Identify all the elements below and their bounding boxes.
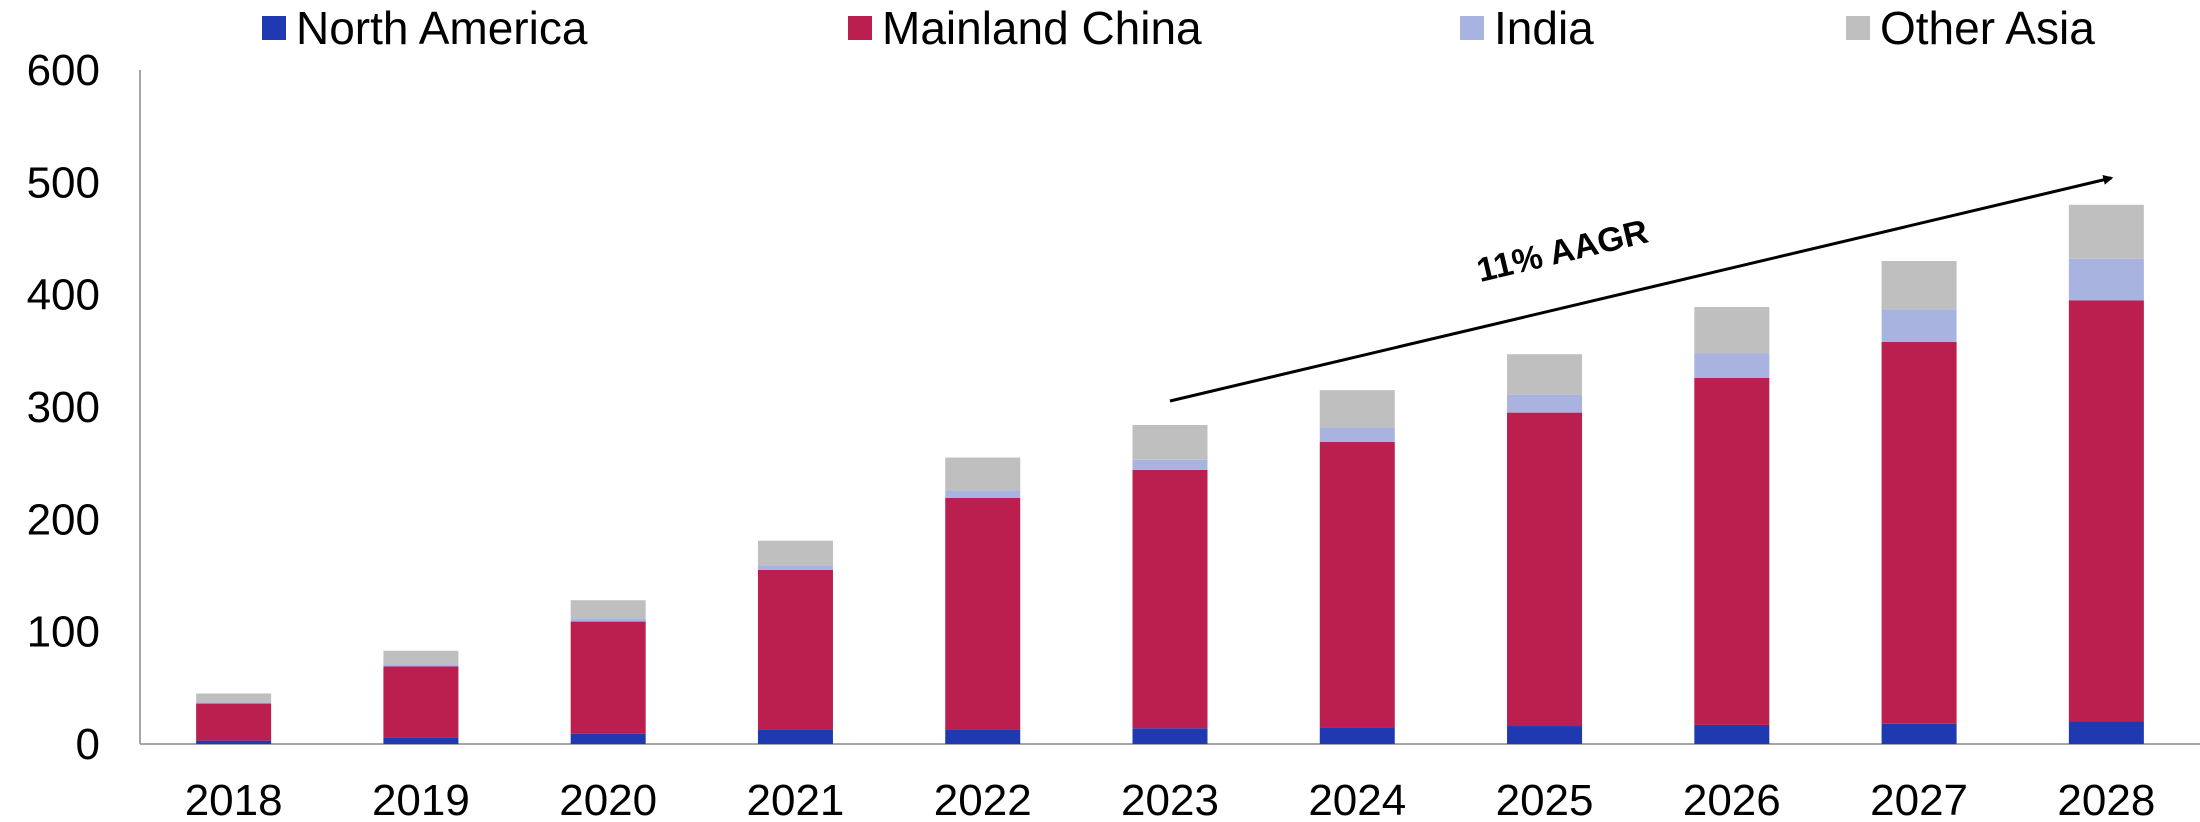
legend-label: North America xyxy=(296,2,588,54)
bar-segment xyxy=(1881,309,1957,342)
x-tick-label: 2018 xyxy=(185,776,283,822)
x-tick-label: 2021 xyxy=(747,776,845,822)
legend-swatch xyxy=(1460,16,1484,40)
bar-segment xyxy=(1507,412,1583,727)
x-tick-label: 2024 xyxy=(1308,776,1406,822)
bar-segment xyxy=(383,737,459,744)
bar-segment xyxy=(570,621,646,734)
legend-label: Other Asia xyxy=(1880,2,2095,54)
bar-segment xyxy=(945,729,1021,744)
y-tick-label: 100 xyxy=(27,608,100,657)
bar-segment xyxy=(1507,726,1583,744)
x-axis: 2018 2019 2020 2021 2022 2023 2024 2025 2026 2027… xyxy=(140,743,2200,822)
x-tick-label: 2025 xyxy=(1496,776,1594,822)
bar-segment xyxy=(1694,307,1770,354)
x-tick-label: 2020 xyxy=(559,776,657,822)
y-tick-label: 400 xyxy=(27,271,100,320)
bar-segment xyxy=(757,565,833,570)
y-tick-label: 300 xyxy=(27,383,100,432)
aagr-label: 11% AAGR xyxy=(1473,213,1652,290)
bar-segment xyxy=(1319,441,1395,728)
bar-segment xyxy=(757,569,833,730)
x-tick-label: 2022 xyxy=(934,776,1032,822)
bar-segment xyxy=(570,600,646,619)
legend-swatch xyxy=(848,16,872,40)
bar-segment xyxy=(1694,724,1770,744)
bar-segment xyxy=(196,693,272,703)
bar-segment xyxy=(570,733,646,744)
y-tick-label: 500 xyxy=(27,158,100,207)
y-axis: 0 100 200 300 400 500 600 xyxy=(27,46,141,769)
bar-segment xyxy=(945,490,1021,498)
aagr-arrow xyxy=(1169,174,2114,403)
y-tick-label: 0 xyxy=(76,720,100,769)
x-tick-label: 2028 xyxy=(2057,776,2155,822)
bar-segment xyxy=(757,540,833,566)
bar-segment xyxy=(383,664,459,667)
legend-swatch xyxy=(262,16,286,40)
bar-segment xyxy=(1319,727,1395,744)
legend-label: Mainland China xyxy=(882,2,1202,54)
x-tick-label: 2026 xyxy=(1683,776,1781,822)
bar-segment xyxy=(196,740,272,744)
x-tick-label: 2019 xyxy=(372,776,470,822)
y-tick-label: 600 xyxy=(27,46,100,95)
bar-segment xyxy=(1319,427,1395,442)
bar-segment xyxy=(570,618,646,622)
bar-segment xyxy=(196,702,272,704)
bar-segment xyxy=(1319,390,1395,428)
bar-segment xyxy=(1694,377,1770,725)
y-tick-label: 200 xyxy=(27,495,100,544)
x-tick-label: 2023 xyxy=(1121,776,1219,822)
bar-segment xyxy=(2068,204,2144,259)
bar-segment xyxy=(1507,394,1583,413)
bar-segment xyxy=(383,666,459,738)
bar-segment xyxy=(1132,424,1208,460)
bar-segment xyxy=(1132,459,1208,470)
chart-legend: North America Mainland China India Other As… xyxy=(262,2,2095,54)
bar-segment xyxy=(2068,721,2144,744)
bar-segment xyxy=(1881,723,1957,744)
bar-segment xyxy=(196,703,272,741)
bar-segment xyxy=(1881,260,1957,310)
bars xyxy=(196,204,2144,744)
bar-segment xyxy=(1881,341,1957,724)
aagr-annotation: 11% AAGR xyxy=(1169,174,2114,403)
bar-segment xyxy=(1507,354,1583,395)
legend-swatch xyxy=(1846,16,1870,40)
bar-segment xyxy=(945,497,1021,730)
bar-segment xyxy=(1132,728,1208,744)
bar-segment xyxy=(2068,300,2144,722)
legend-label: India xyxy=(1494,2,1594,54)
bar-segment xyxy=(757,729,833,744)
bar-segment xyxy=(383,650,459,665)
bar-segment xyxy=(945,457,1021,491)
x-tick-label: 2027 xyxy=(1870,776,1968,822)
bar-segment xyxy=(2068,258,2144,301)
bar-segment xyxy=(1132,469,1208,729)
bar-segment xyxy=(1694,353,1770,378)
